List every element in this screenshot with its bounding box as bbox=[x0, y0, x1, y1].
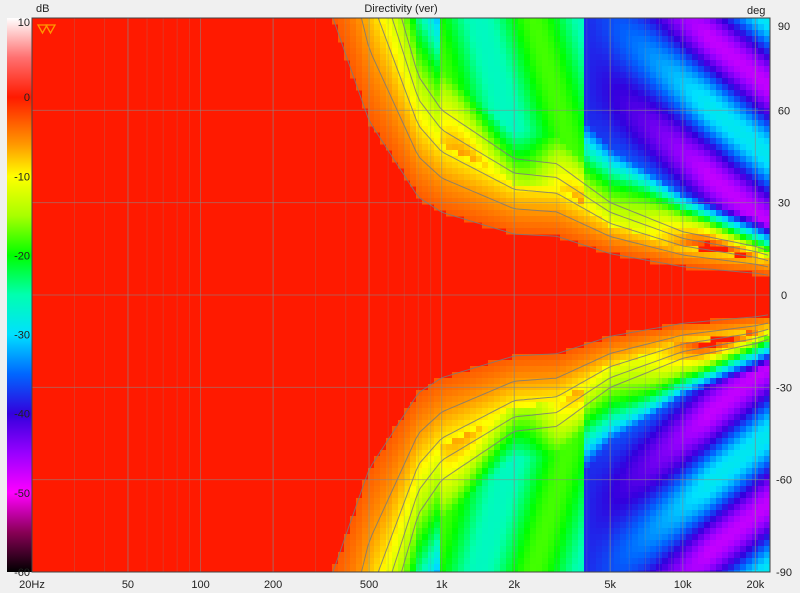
y-tick-label: -60 bbox=[776, 475, 792, 487]
y-tick-label: 90 bbox=[778, 21, 790, 33]
colorbar bbox=[7, 18, 32, 572]
x-tick-label: 500 bbox=[360, 579, 378, 591]
x-tick-label: 20k bbox=[746, 579, 764, 591]
colorbar-tick-label: -50 bbox=[14, 488, 30, 500]
colorbar-tick-label: 10 bbox=[18, 17, 30, 29]
x-tick-label: 20Hz bbox=[19, 579, 45, 591]
y-tick-label: 30 bbox=[778, 198, 790, 210]
chart-title: Directivity (ver) bbox=[364, 3, 437, 15]
y-tick-label: 60 bbox=[778, 105, 790, 117]
x-tick-label: 50 bbox=[122, 579, 134, 591]
plot-area bbox=[32, 18, 770, 572]
colorbar-tick-label: 0 bbox=[24, 92, 30, 104]
x-tick-label: 1k bbox=[436, 579, 448, 591]
colorbar-tick-label: -40 bbox=[14, 409, 30, 421]
x-tick-label: 100 bbox=[191, 579, 209, 591]
x-tick-label: 2k bbox=[508, 579, 520, 591]
colorbar-tick-label: -30 bbox=[14, 330, 30, 342]
y-tick-label: 0 bbox=[781, 290, 787, 302]
y-tick-label: -30 bbox=[776, 382, 792, 394]
double-down-triangle-icon[interactable] bbox=[36, 24, 57, 35]
colorbar-unit-label: dB bbox=[36, 3, 49, 15]
colorbar-tick-label: -60 bbox=[14, 567, 30, 579]
x-tick-label: 5k bbox=[604, 579, 616, 591]
colorbar-tick-label: -20 bbox=[14, 250, 30, 262]
colorbar-tick-label: -10 bbox=[14, 171, 30, 183]
y-unit-label: deg bbox=[747, 5, 765, 17]
x-tick-label: 10k bbox=[674, 579, 692, 591]
x-tick-label: 200 bbox=[264, 579, 282, 591]
y-tick-label: -90 bbox=[776, 567, 792, 579]
